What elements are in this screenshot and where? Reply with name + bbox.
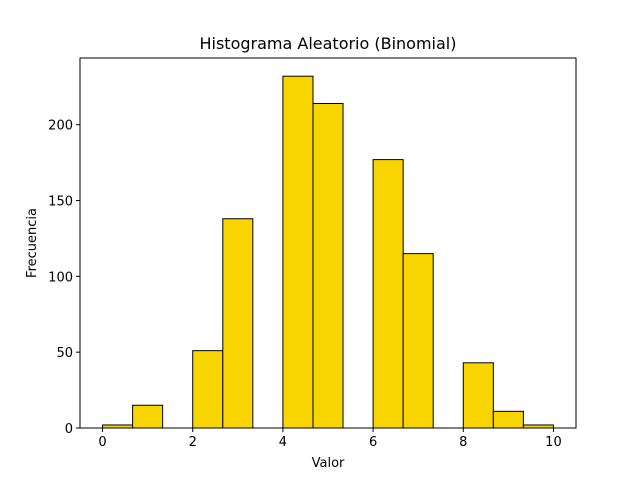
histogram-bar-12 (462, 362, 494, 429)
x-axis-ticks: 0 2 4 6 8 10 (98, 428, 562, 450)
y-axis-ticks: 0 50 100 150 200 (48, 119, 80, 437)
x-axis-label: Valor (312, 456, 345, 471)
histogram-bar-9 (372, 159, 404, 429)
histogram-bar-1 (132, 404, 164, 429)
y-tick-label: 0 (65, 422, 73, 437)
histogram-bar-6 (282, 75, 314, 429)
histogram-bar-10 (402, 253, 434, 429)
x-tick-label: 10 (545, 435, 562, 450)
histogram-bar-4 (222, 218, 254, 429)
histogram-bar-3 (192, 350, 224, 429)
y-tick-label: 50 (56, 346, 73, 361)
x-tick-label: 2 (189, 435, 197, 450)
histogram-bar-7 (312, 102, 344, 429)
y-tick-label: 200 (48, 119, 73, 134)
plot-frame (79, 57, 577, 429)
y-tick-label: 100 (48, 270, 73, 285)
x-tick-label: 4 (279, 435, 287, 450)
bars-group (102, 75, 554, 429)
chart-title: Histograma Aleatorio (Binomial) (199, 34, 456, 53)
x-tick-label: 0 (98, 435, 106, 450)
x-tick-label: 8 (459, 435, 467, 450)
y-axis-label: Frecuencia (25, 208, 40, 278)
x-tick-label: 6 (369, 435, 377, 450)
y-tick-label: 150 (48, 195, 73, 210)
histogram-bar-13 (492, 410, 524, 429)
